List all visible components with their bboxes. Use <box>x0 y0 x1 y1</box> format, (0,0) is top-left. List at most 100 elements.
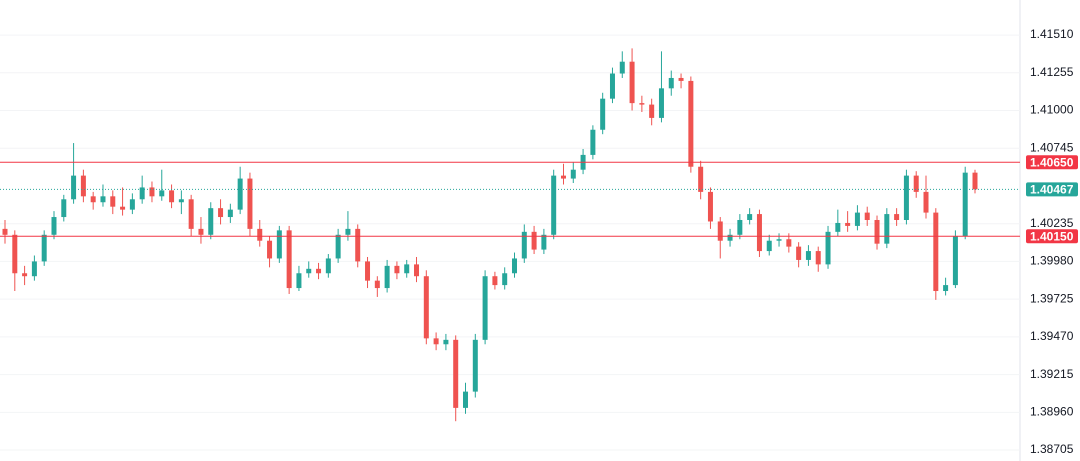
candle-body <box>854 212 860 226</box>
candle-body <box>149 187 155 197</box>
candle-body <box>335 234 341 259</box>
candle-body <box>541 234 547 250</box>
candle-body <box>443 339 449 345</box>
candle-body <box>120 206 126 210</box>
candle-body <box>570 169 576 179</box>
candle-body <box>139 187 145 200</box>
candle-body <box>22 273 28 277</box>
y-tick-label: 1.39470 <box>1030 329 1074 343</box>
candle-body <box>71 175 77 200</box>
candle-body <box>12 234 18 274</box>
candle-body <box>805 251 811 260</box>
candle-body <box>31 261 37 277</box>
candle-body <box>414 264 420 277</box>
candle-body <box>472 339 478 392</box>
candle-body <box>972 172 978 190</box>
candle-body <box>316 268 322 274</box>
candle-body <box>433 338 439 345</box>
candle-body <box>649 104 655 118</box>
candle-body <box>756 214 762 252</box>
y-tick-label: 1.39980 <box>1030 254 1074 268</box>
candle-body <box>766 240 772 252</box>
candle-body <box>835 222 841 232</box>
candle-body <box>51 217 57 235</box>
candle-body <box>267 240 273 259</box>
price-level-tag <box>1026 229 1078 244</box>
candle-body <box>521 231 527 259</box>
candle-body <box>198 228 204 235</box>
candle-body <box>590 129 596 155</box>
candle-body <box>404 264 410 274</box>
candle-body <box>453 339 459 408</box>
candle-body <box>227 209 233 218</box>
candle-body <box>257 228 263 241</box>
price-level-label: 1.40150 <box>1030 229 1074 243</box>
candle-body <box>688 80 694 167</box>
candle-body <box>159 190 165 197</box>
y-tick-label: 1.39215 <box>1030 367 1074 381</box>
candle-body <box>658 88 664 118</box>
candle-body <box>551 175 557 235</box>
candle-body <box>345 228 351 235</box>
y-tick-label: 1.41510 <box>1030 27 1074 41</box>
candle-body <box>296 273 302 289</box>
candle-body <box>619 61 625 74</box>
candle-body <box>80 175 86 197</box>
candle-body <box>61 199 67 218</box>
price-level-tag <box>1026 155 1078 170</box>
candle-body <box>639 103 645 105</box>
candle-body <box>355 228 361 262</box>
y-tick-label: 1.41000 <box>1030 103 1074 117</box>
candle-body <box>933 212 939 292</box>
candle-body <box>717 221 723 241</box>
y-tick-label: 1.38705 <box>1030 442 1074 456</box>
candle-body <box>110 196 116 207</box>
price-level-label: 1.40467 <box>1030 183 1074 197</box>
candle-body <box>943 285 949 292</box>
y-tick-label: 1.41255 <box>1030 65 1074 79</box>
candle-body <box>100 196 106 203</box>
candle-body <box>169 190 175 203</box>
candle-body <box>531 231 537 250</box>
candle-body <box>698 166 704 192</box>
candle-body <box>218 208 224 218</box>
candle-body <box>41 234 47 262</box>
candle-body <box>609 73 615 99</box>
candle-body <box>786 239 792 247</box>
candle-body <box>923 191 929 213</box>
price-level-tag <box>1026 182 1078 197</box>
candle-body <box>129 199 135 210</box>
y-tick-label: 1.40235 <box>1030 216 1074 230</box>
candle-body <box>374 280 380 289</box>
candle-body <box>502 273 508 286</box>
candle-body <box>707 191 713 222</box>
candle-body <box>463 391 469 408</box>
candle-body <box>845 222 851 226</box>
candle-body <box>727 234 733 241</box>
candle-body <box>825 231 831 265</box>
candle-body <box>90 196 96 203</box>
candle-body <box>325 258 331 274</box>
candle-body <box>737 219 743 235</box>
candle-body <box>286 230 292 289</box>
candle-body <box>247 178 253 229</box>
candle-body <box>423 276 429 339</box>
candle-body <box>492 276 498 286</box>
candle-body <box>952 236 958 286</box>
candle-body <box>276 230 282 259</box>
candle-body <box>864 212 870 220</box>
candle-body <box>894 214 900 220</box>
y-tick-label: 1.39725 <box>1030 291 1074 305</box>
candle-body <box>511 258 517 274</box>
candle-body <box>600 98 606 130</box>
candle-body <box>962 172 968 237</box>
candle-body <box>884 214 890 244</box>
candle-body <box>306 268 312 274</box>
candle-body <box>913 175 919 192</box>
candle-body <box>629 61 635 104</box>
candle-body <box>874 219 880 244</box>
candle-body <box>237 178 243 210</box>
candle-body <box>365 261 371 281</box>
